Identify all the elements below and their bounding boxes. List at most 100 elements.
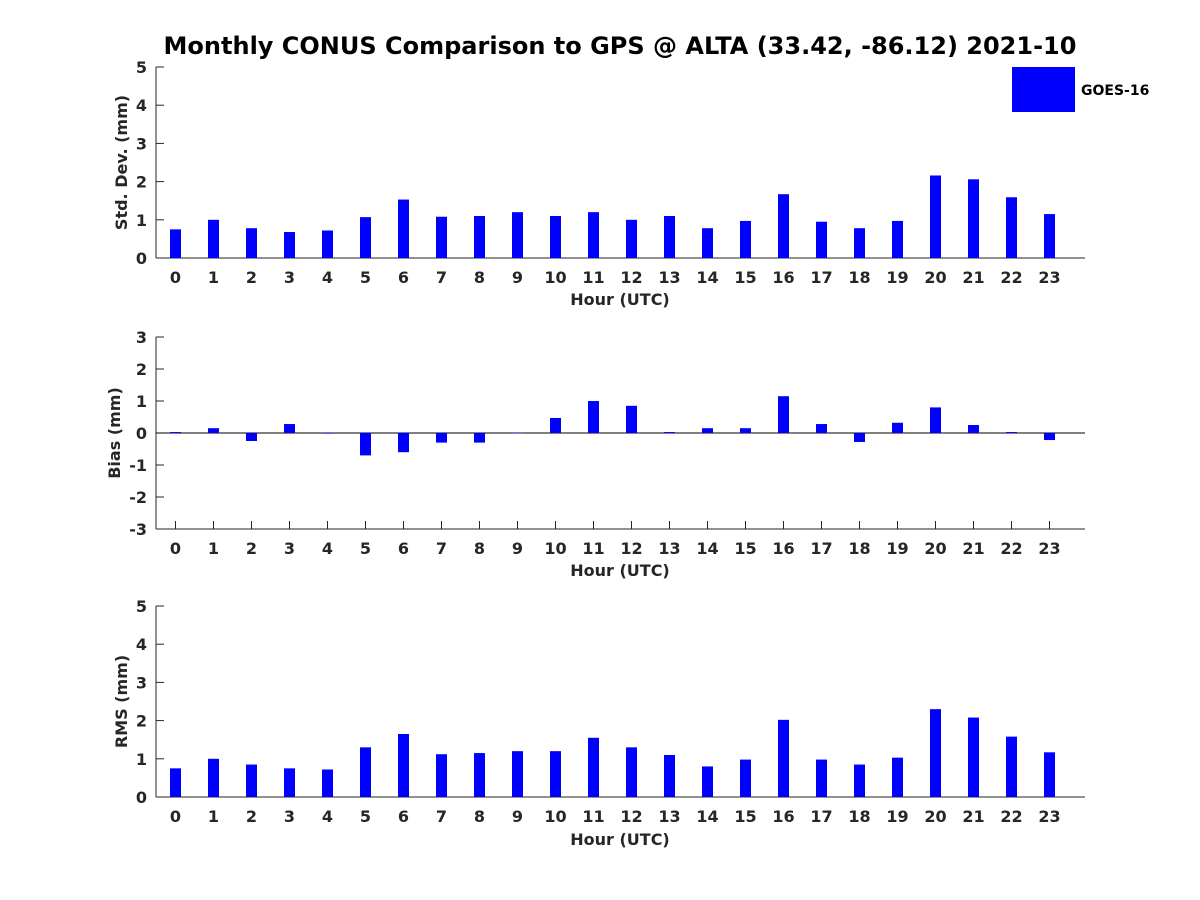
bias-x-tick-label: 2 [246, 539, 257, 558]
bias-x-tick-label: 1 [208, 539, 219, 558]
bias-x-tick-label: 18 [848, 539, 870, 558]
std-dev-x-tick-label: 15 [734, 268, 756, 287]
bias-bar-hour-2 [246, 433, 257, 441]
std-dev-x-tick-label: 19 [886, 268, 908, 287]
rms-x-tick-label: 8 [474, 807, 485, 826]
std-dev-x-tick-label: 20 [924, 268, 946, 287]
rms-bar-hour-11 [588, 737, 599, 797]
rms-y-tick-label: 1 [136, 750, 147, 769]
std-dev-x-tick-label: 8 [474, 268, 485, 287]
rms-y-tick-label: 0 [136, 788, 147, 807]
std-dev-bar-hour-20 [930, 175, 941, 258]
std-dev-x-tick-label: 7 [436, 268, 447, 287]
rms-x-tick-label: 14 [696, 807, 718, 826]
bias-x-tick-label: 8 [474, 539, 485, 558]
rms-bar-hour-4 [322, 769, 333, 797]
rms-x-tick-label: 19 [886, 807, 908, 826]
bias-y-tick-label: -3 [129, 520, 147, 539]
bias-bar-hour-7 [436, 433, 447, 443]
std-dev-bar-hour-0 [170, 229, 181, 258]
bias-x-tick-label: 6 [398, 539, 409, 558]
std-dev-x-tick-label: 12 [620, 268, 642, 287]
bias-x-tick-label: 11 [582, 539, 604, 558]
std-dev-bar-hour-18 [854, 228, 865, 258]
bias-bar-hour-23 [1044, 433, 1055, 441]
bias-bar-hour-3 [284, 424, 295, 433]
std-dev-x-tick-label: 17 [810, 268, 832, 287]
rms-x-tick-label: 18 [848, 807, 870, 826]
std-dev-bar-hour-3 [284, 232, 295, 258]
rms-bar-hour-12 [626, 747, 637, 797]
bias-bar-hour-12 [626, 405, 637, 433]
bias-bar-hour-10 [550, 417, 561, 433]
std-dev-x-tick-label: 13 [658, 268, 680, 287]
rms-x-tick-label: 1 [208, 807, 219, 826]
std-dev-bar-hour-5 [360, 217, 371, 258]
legend: GOES-16 [1012, 67, 1149, 112]
bias-x-tick-label: 23 [1038, 539, 1060, 558]
std-dev-x-tick-label: 2 [246, 268, 257, 287]
rms-y-tick-label: 5 [136, 597, 147, 616]
rms-y-tick-label: 3 [136, 673, 147, 692]
bias-x-tick-label: 5 [360, 539, 371, 558]
std-dev-x-tick-label: 16 [772, 268, 794, 287]
rms-bar-hour-6 [398, 733, 409, 797]
std-dev-bar-hour-6 [398, 199, 409, 258]
bias-x-tick-label: 0 [170, 539, 181, 558]
bias-y-tick-label: 1 [136, 392, 147, 411]
rms-x-tick-label: 15 [734, 807, 756, 826]
std-dev-y-tick-label: 0 [136, 249, 147, 268]
bias-x-tick-label: 9 [512, 539, 523, 558]
std-dev-bar-hour-4 [322, 230, 333, 258]
std-dev-bar-hour-19 [892, 220, 903, 258]
rms-x-tick-label: 16 [772, 807, 794, 826]
bias-x-tick-label: 4 [322, 539, 333, 558]
std-dev-y-tick-label: 2 [136, 173, 147, 192]
legend-label-goes-16: GOES-16 [1081, 83, 1149, 99]
std-dev-x-tick-label: 6 [398, 268, 409, 287]
bias-y-tick-label: 0 [136, 424, 147, 443]
rms-x-tick-label: 11 [582, 807, 604, 826]
rms-bar-hour-16 [778, 719, 789, 797]
std-dev-y-tick-label: 3 [136, 134, 147, 153]
bias-x-tick-label: 3 [284, 539, 295, 558]
bias-bar-hour-9 [512, 433, 523, 434]
std-dev-x-axis-label: Hour (UTC) [570, 290, 670, 309]
bias-x-tick-label: 22 [1000, 539, 1022, 558]
bias-x-tick-label: 7 [436, 539, 447, 558]
bias-bar-hour-21 [968, 425, 979, 433]
rms-y-axis-label: RMS (mm) [112, 655, 131, 748]
std-dev-bar-hour-8 [474, 215, 485, 258]
std-dev-y-tick-label: 5 [136, 58, 147, 77]
bias-y-tick-label: 3 [136, 328, 147, 347]
rms-bar-hour-17 [816, 759, 827, 797]
std-dev-x-tick-label: 9 [512, 268, 523, 287]
rms-x-tick-label: 9 [512, 807, 523, 826]
std-dev-bar-hour-9 [512, 212, 523, 258]
bias-bar-hour-13 [664, 432, 675, 433]
bias-bar-hour-16 [778, 396, 789, 433]
rms-bar-hour-3 [284, 768, 295, 797]
rms-y-tick-label: 2 [136, 712, 147, 731]
rms-bar-hour-9 [512, 751, 523, 797]
rms-x-tick-label: 3 [284, 807, 295, 826]
rms-bar-hour-10 [550, 751, 561, 797]
rms-x-tick-label: 0 [170, 807, 181, 826]
rms-x-axis-label: Hour (UTC) [570, 830, 670, 849]
rms-x-tick-label: 2 [246, 807, 257, 826]
bias-x-tick-label: 10 [544, 539, 566, 558]
bias-x-tick-label: 21 [962, 539, 984, 558]
bias-bar-hour-15 [740, 428, 751, 433]
rms-bar-hour-15 [740, 759, 751, 797]
std-dev-bar-hour-7 [436, 216, 447, 258]
bias-bar-hour-1 [208, 428, 219, 433]
bias-bar-hour-8 [474, 433, 485, 443]
rms-x-tick-label: 4 [322, 807, 333, 826]
bias-x-tick-label: 14 [696, 539, 718, 558]
std-dev-x-tick-label: 3 [284, 268, 295, 287]
std-dev-bar-hour-13 [664, 215, 675, 258]
bias-y-tick-label: -2 [129, 488, 147, 507]
bias-bar-hour-17 [816, 424, 827, 433]
